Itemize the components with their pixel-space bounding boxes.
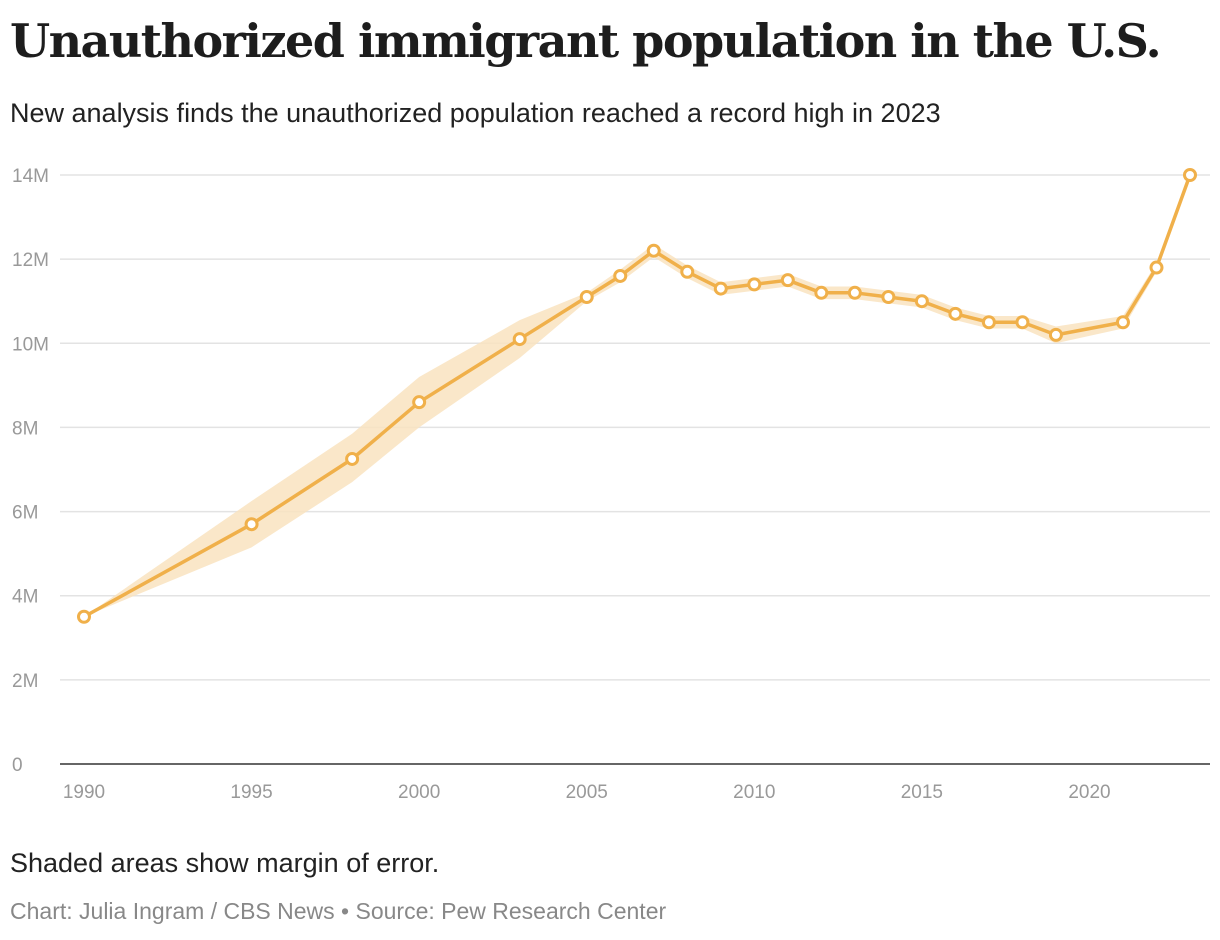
data-point	[680, 264, 695, 279]
x-tick-label: 2005	[566, 782, 608, 803]
x-tick-label: 2015	[901, 782, 943, 803]
y-tick-label: 0	[12, 755, 23, 776]
data-point	[244, 517, 259, 532]
data-point	[613, 268, 628, 283]
line-chart: 0 2M 4M 6M 8M 10M 12M 14M 1990 1995 2000 2005 2010 2…	[12, 166, 1210, 803]
chart-source: Chart: Julia Ingram / CBS News • Source:…	[10, 898, 667, 924]
data-point	[77, 609, 91, 624]
x-tick-label: 2000	[398, 782, 440, 803]
data-point	[780, 273, 795, 288]
data-point	[1183, 168, 1197, 182]
data-point	[1048, 327, 1063, 342]
data-point	[713, 281, 728, 296]
x-tick-label: 1990	[63, 782, 105, 803]
x-tick-label: 2020	[1068, 782, 1110, 803]
data-point	[847, 285, 862, 300]
data-point	[1015, 315, 1030, 330]
data-point	[512, 332, 527, 347]
data-point	[881, 290, 896, 305]
y-tick-label: 8M	[12, 418, 38, 439]
x-axis-ticks: 1990 1995 2000 2005 2010 2015 2020	[63, 782, 1111, 803]
y-axis-ticks: 0 2M 4M 6M 8M 10M 12M 14M	[12, 166, 49, 776]
y-tick-label: 6M	[12, 503, 38, 524]
data-point	[1115, 315, 1130, 330]
data-points	[77, 168, 1197, 624]
chart-note: Shaded areas show margin of error.	[10, 848, 440, 878]
data-point	[579, 290, 594, 305]
series-line	[83, 174, 1192, 619]
data-point	[814, 285, 829, 300]
gridlines	[60, 174, 1210, 681]
x-tick-label: 1995	[230, 782, 272, 803]
margin-of-error-band	[84, 172, 1190, 617]
chart-title: Unauthorized immigrant population in the…	[10, 14, 1162, 68]
y-tick-label: 2M	[12, 671, 38, 692]
data-point	[646, 243, 661, 258]
data-point	[981, 315, 996, 330]
x-tick-label: 2010	[733, 782, 775, 803]
data-point	[412, 395, 427, 410]
data-point	[747, 277, 762, 292]
y-tick-label: 12M	[12, 250, 49, 271]
y-tick-label: 4M	[12, 587, 38, 608]
y-tick-label: 14M	[12, 166, 49, 187]
data-point	[345, 451, 360, 466]
chart-subtitle: New analysis finds the unauthorized popu…	[10, 98, 941, 128]
data-point	[948, 306, 963, 321]
data-point	[1149, 260, 1164, 275]
y-tick-label: 10M	[12, 334, 49, 355]
data-point	[914, 294, 929, 309]
